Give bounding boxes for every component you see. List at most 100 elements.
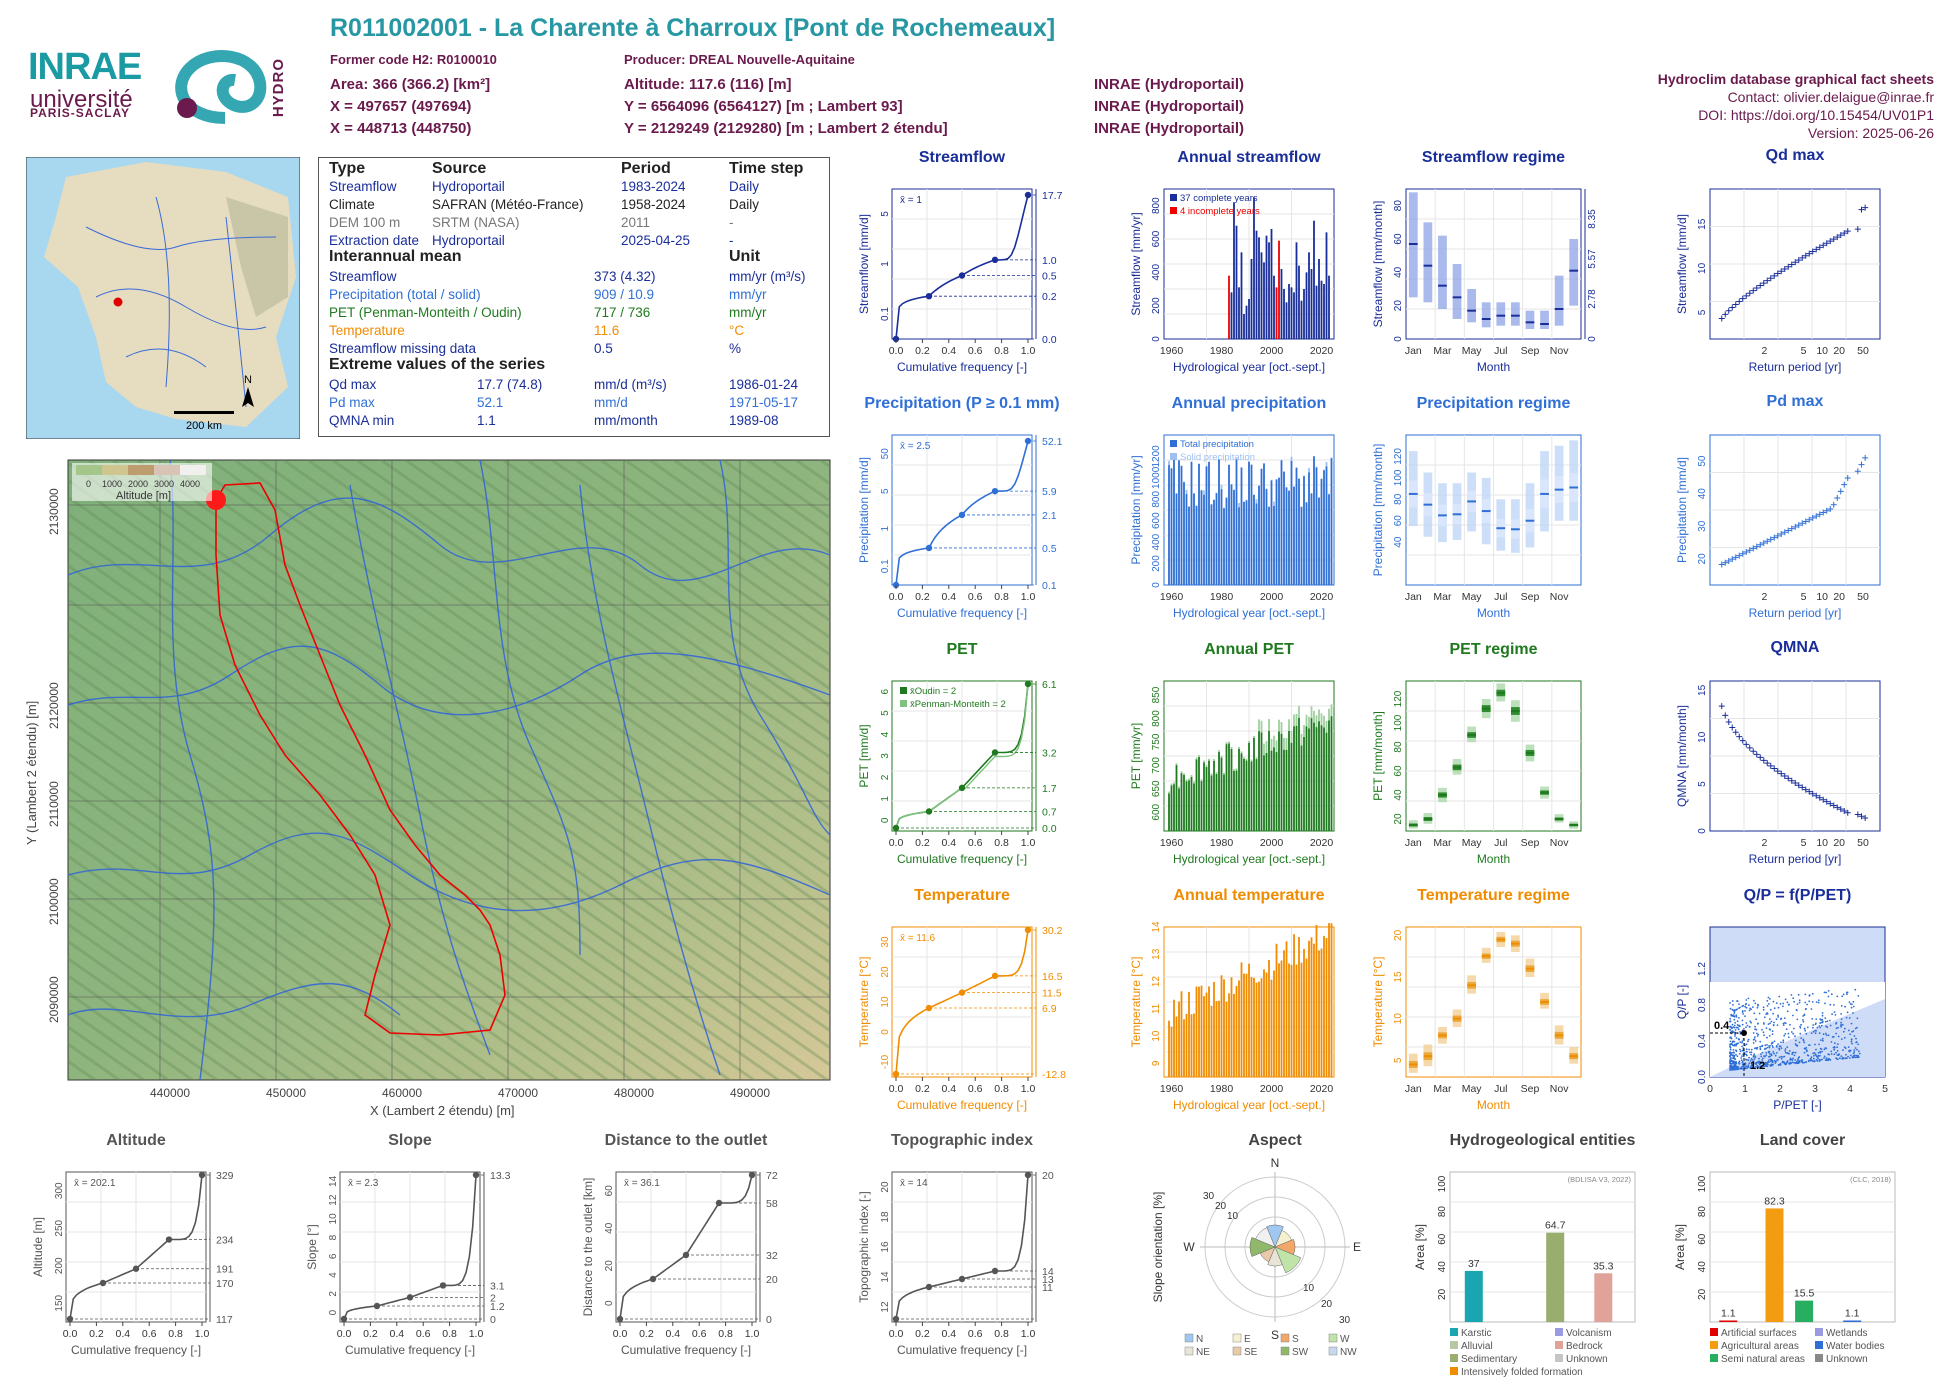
- x-tick: 480000: [614, 1086, 654, 1100]
- right-tick-label: 17.7: [1042, 190, 1063, 202]
- scatter-point: [1852, 1052, 1855, 1055]
- return-point: [1788, 777, 1795, 784]
- return-point: [1830, 802, 1837, 809]
- legend-tick: 1000: [102, 479, 122, 489]
- legend-label: NW: [1340, 1347, 1357, 1358]
- scatter-point: [1803, 1028, 1806, 1030]
- annual-bar: [1305, 272, 1308, 339]
- annual-bar: [1300, 300, 1303, 339]
- return-point: [1858, 461, 1865, 468]
- annual-bar: [1250, 977, 1253, 1077]
- scatter-point: [1731, 1023, 1734, 1026]
- x-axis-label: Month: [1477, 606, 1510, 620]
- scatter-point: [1792, 1057, 1794, 1060]
- annual-bar: [1270, 480, 1273, 585]
- doi[interactable]: DOI: https://doi.org/10.15454/UV01P1: [1698, 107, 1934, 123]
- annual-bar: [1240, 962, 1243, 1077]
- extreme-unit: mm/d (m³/s): [594, 377, 667, 392]
- scatter-point: [1830, 993, 1833, 996]
- scatter-point: [1811, 1001, 1814, 1003]
- legend-swatch: [1710, 1354, 1718, 1362]
- x-tick-label: 2: [1761, 345, 1767, 357]
- return-point: [1732, 729, 1739, 736]
- scatter-point: [1775, 1052, 1778, 1054]
- legend-swatch: [900, 687, 907, 694]
- y-tick-label: 40: [1393, 789, 1404, 801]
- scatter-point: [1738, 1062, 1741, 1065]
- annual-bar: [1280, 733, 1283, 831]
- scatter-point: [1811, 1059, 1814, 1062]
- y-tick-label: 10: [1697, 262, 1708, 274]
- scatter-point: [1814, 1029, 1817, 1032]
- annual-bar: [1208, 461, 1210, 585]
- annual-bar-overlay: [1263, 743, 1265, 756]
- y-axis-label: Temperature [°C]: [857, 957, 871, 1048]
- contact[interactable]: Contact: olivier.delaigue@inrae.fr: [1727, 89, 1934, 105]
- x-tick: 440000: [150, 1086, 190, 1100]
- scatter-point: [1741, 1011, 1744, 1013]
- x-tick-label: 0.0: [889, 837, 904, 849]
- quantile-point: [925, 808, 933, 815]
- annual-bar-overlay: [1295, 467, 1298, 468]
- annual-bar: [1233, 770, 1235, 831]
- scatter-point: [1729, 1063, 1732, 1065]
- scatter-point: [1729, 1036, 1732, 1039]
- scatter-point: [1730, 1042, 1733, 1045]
- annual-bar: [1275, 943, 1278, 1077]
- y-axis-label: Distance to the outlet [km]: [581, 1178, 595, 1317]
- x-tick-label: 2: [1761, 837, 1767, 849]
- annual-bar: [1278, 477, 1280, 585]
- bar-value-label: 1.1: [1721, 1307, 1736, 1319]
- scatter-point: [1733, 1060, 1735, 1063]
- x-axis-label: Return period [yr]: [1749, 852, 1842, 866]
- scatter-point: [1746, 1065, 1749, 1068]
- x-tick: 450000: [266, 1086, 306, 1100]
- annual-bar: [1300, 962, 1303, 1077]
- annual-bar: [1255, 759, 1258, 831]
- annual-bar-overlay: [1205, 765, 1208, 768]
- scatter-point: [1735, 1049, 1737, 1052]
- annual-bar-overlay: [1178, 786, 1180, 789]
- scatter-point: [1738, 1053, 1741, 1055]
- legend-tick: 4000: [180, 479, 200, 489]
- right-tick-label: 20: [766, 1274, 778, 1286]
- annual-bar: [1195, 986, 1198, 1077]
- scatter-point: [1798, 1060, 1801, 1062]
- y-tick-label: 120: [1393, 448, 1404, 465]
- y-tick-label: -10: [880, 1054, 891, 1069]
- scatter-point: [1812, 1052, 1814, 1055]
- quantile-point: [925, 544, 933, 552]
- annual-bar-overlay: [1185, 779, 1188, 782]
- annual-bar: [1295, 725, 1298, 831]
- scatter-point: [1789, 1061, 1792, 1064]
- return-point: [1813, 792, 1820, 799]
- right-tick-label: 191: [216, 1264, 234, 1276]
- scatter-point: [1790, 1031, 1793, 1033]
- x-tick-label: 10: [1816, 837, 1828, 849]
- scatter-point: [1750, 1063, 1753, 1066]
- x-tick-label: 2020: [1310, 345, 1334, 357]
- scatter-point: [1795, 1009, 1798, 1011]
- scatter-point: [1815, 1048, 1817, 1051]
- annual-bar-overlay: [1185, 489, 1188, 494]
- x-tick-label: 0.4: [115, 1328, 130, 1340]
- scatter-point: [1840, 1023, 1843, 1026]
- temp-cdf-title: Temperature: [914, 887, 1010, 904]
- annual-bar-overlay: [1228, 464, 1230, 465]
- scatter-point: [1747, 1059, 1750, 1062]
- scatter-point: [1792, 1014, 1794, 1017]
- scatter-point: [1740, 1067, 1742, 1070]
- scatter-point: [1744, 1010, 1746, 1012]
- annual-bar: [1183, 774, 1185, 831]
- source-note: (CLC, 2018): [1850, 1175, 1891, 1184]
- annual-bar: [1290, 287, 1293, 339]
- annual-bar-overlay: [1280, 721, 1283, 734]
- annual-bar: [1193, 783, 1195, 831]
- y-tick-label: 0: [880, 1029, 891, 1035]
- y-tick-label: 15: [1697, 218, 1708, 230]
- annual-bar-overlay: [1235, 768, 1238, 771]
- annual-bar-overlay: [1238, 502, 1240, 508]
- col-header-step: Time step: [729, 160, 804, 177]
- annual-bar-overlay: [1313, 455, 1315, 457]
- scatter-point: [1729, 1066, 1732, 1069]
